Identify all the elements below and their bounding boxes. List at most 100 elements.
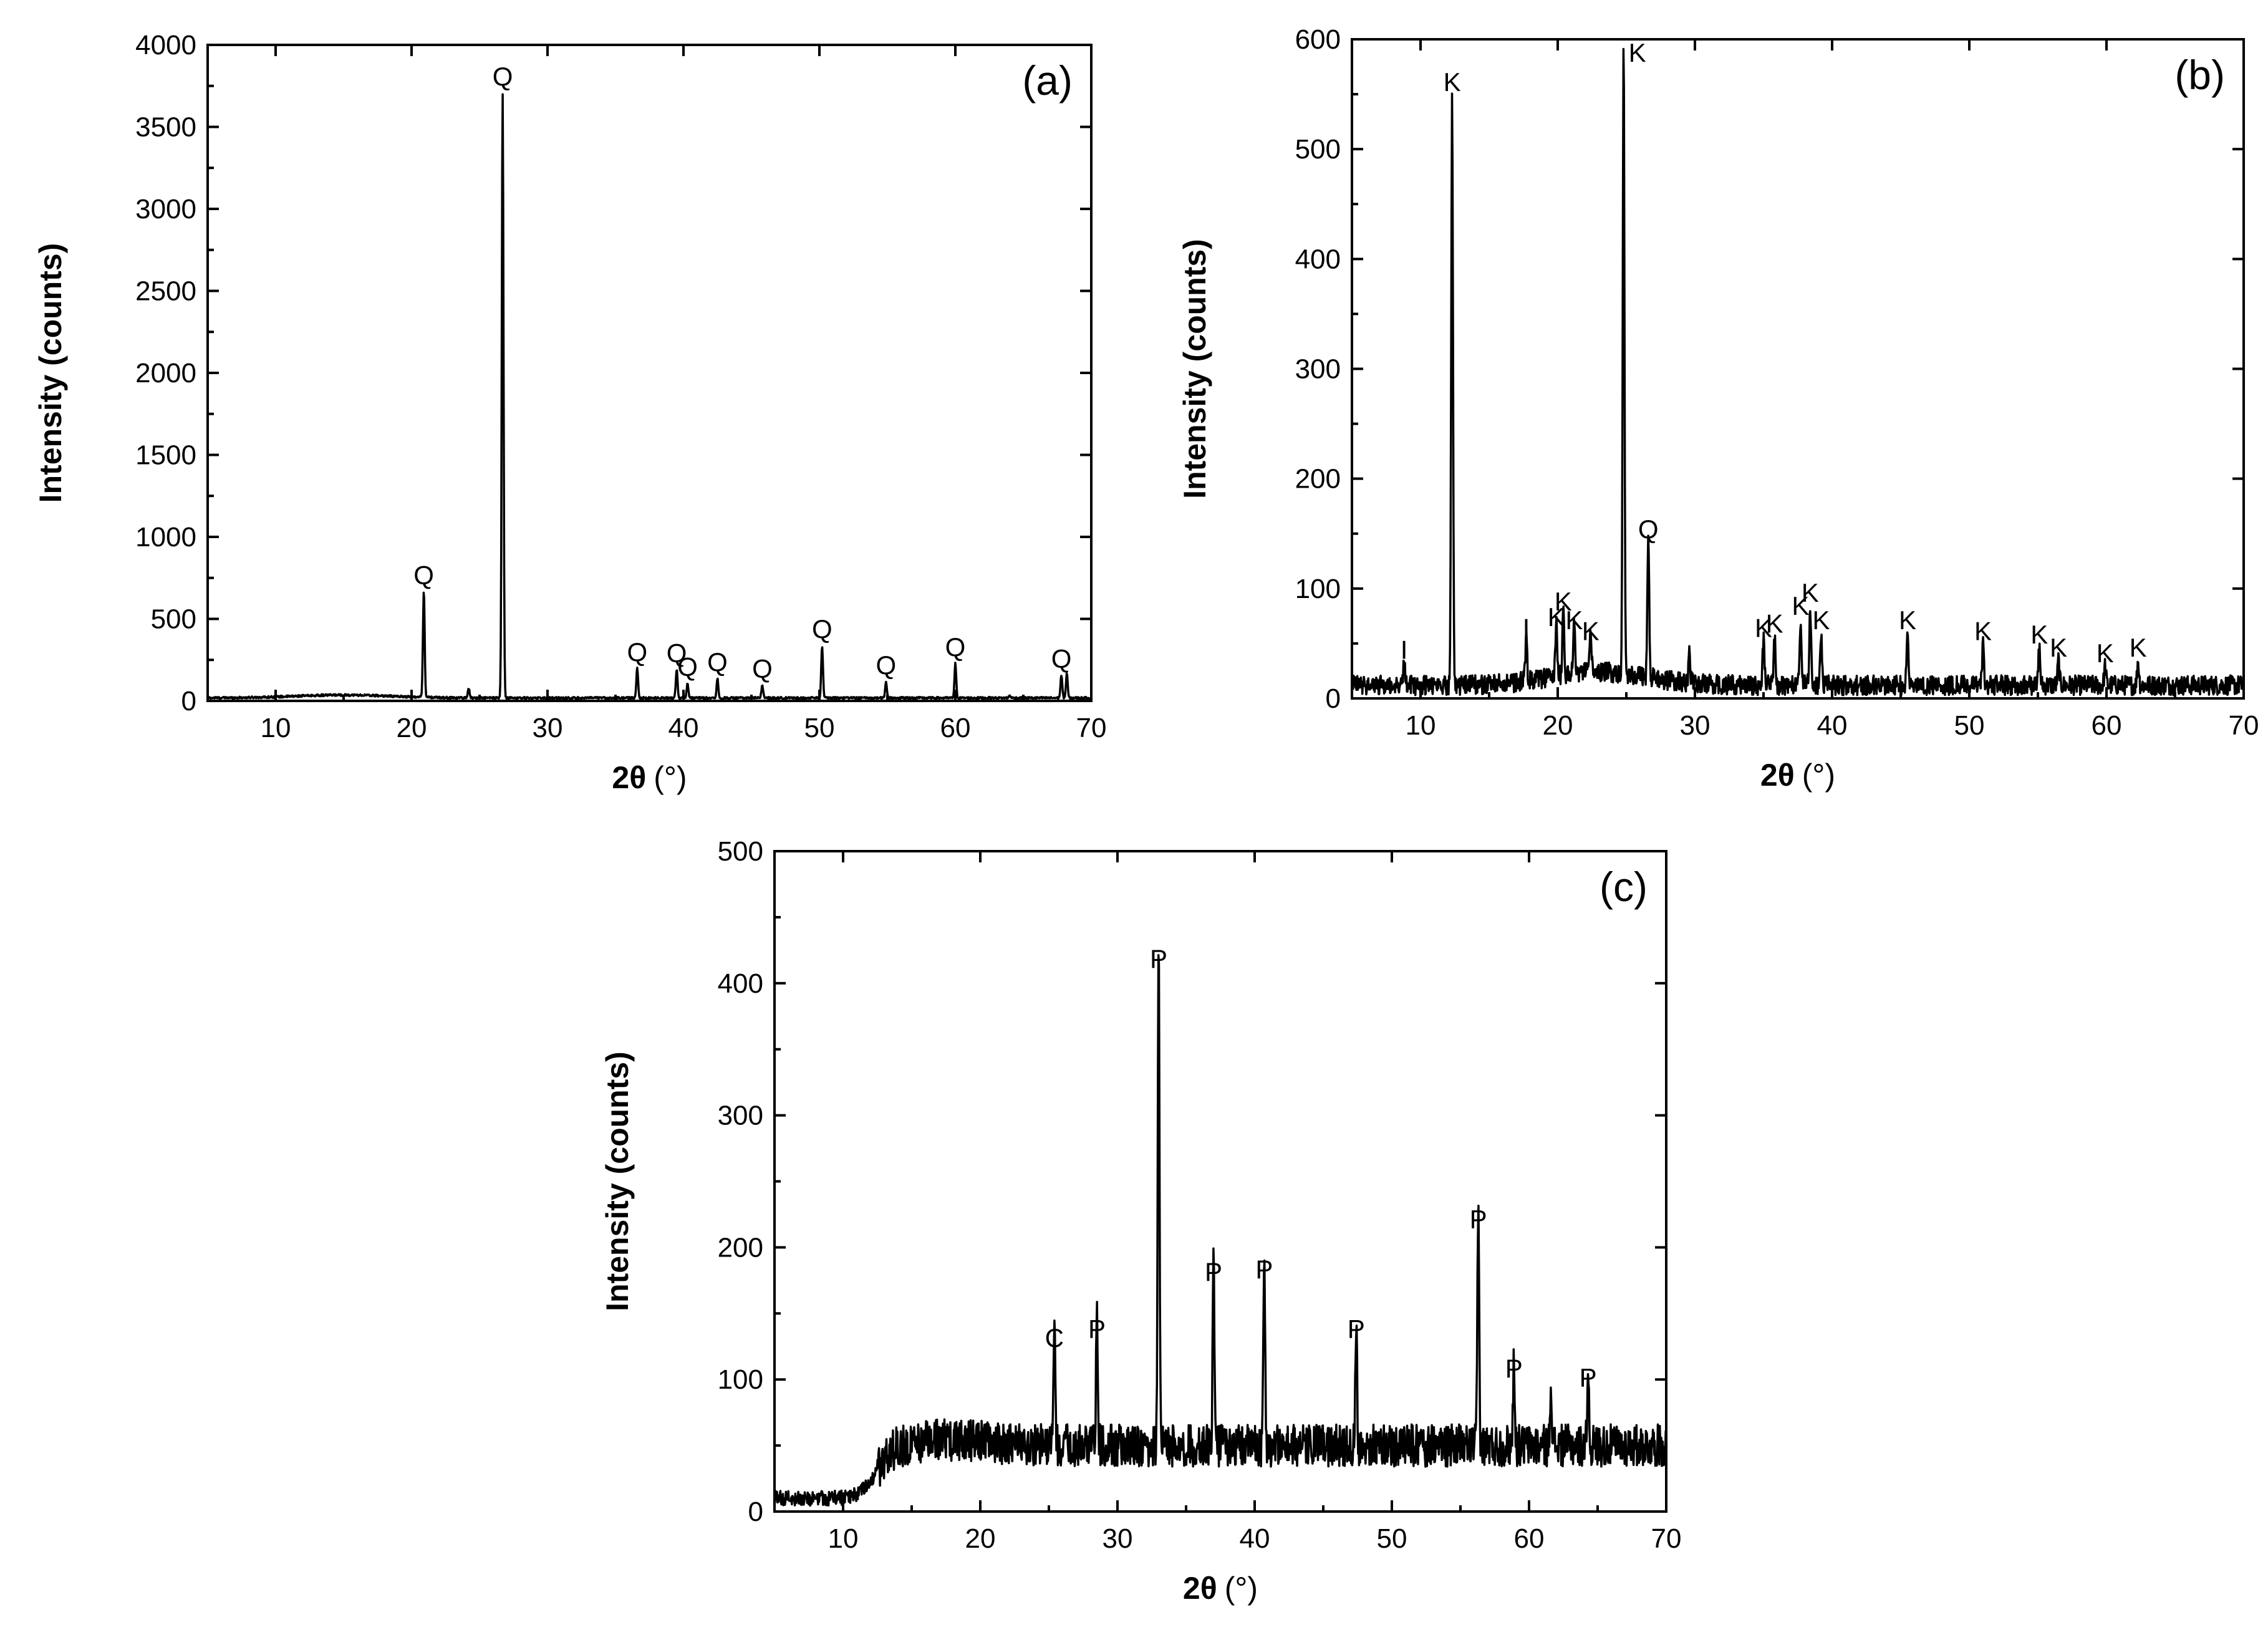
peak-label: K [1582,617,1600,646]
x-tick-label: 60 [940,713,971,743]
peak-label: K [1444,67,1461,97]
peak-label: K [1812,605,1830,635]
x-tick-label: 20 [1543,710,1573,741]
peak-label: K [1792,591,1809,620]
y-tick-label: 1500 [135,440,196,471]
peak-label: K [1766,609,1783,638]
x-axis-title-main: 2θ [1760,758,1795,793]
panel-tag: (b) [2174,52,2225,98]
peak-label: Q [812,614,832,644]
peak-label: Q [677,652,698,682]
y-tick-label: 0 [748,1497,763,1527]
x-tick-label: 30 [1103,1523,1133,1554]
panel-b: 10 20 30 40 50 60 70 0 100 200 300 400 500 600 2θ (°) In… [1177,24,2259,793]
x-tick-label: 20 [397,713,427,743]
panel-c: 10 20 30 40 50 60 70 0 100 200 300 400 500 2θ (°) Inten… [600,836,1681,1606]
peak-label: Q [413,560,434,589]
y-tick-label: 400 [718,968,763,999]
peak-label: Q [667,638,687,667]
x-axis-title-unit: (°) [1802,758,1835,793]
peak-label: P [1205,1257,1222,1286]
y-tick-label: 300 [718,1101,763,1131]
y-tick-label: 3000 [135,194,196,224]
peak-label: Q [945,632,966,662]
panel-tag: (a) [1022,57,1073,104]
y-axis-title: Intensity (counts) [1177,239,1212,499]
x-tick-label: 70 [1076,713,1107,743]
y-tick-label: 2500 [135,276,196,307]
y-tick-label: 500 [1295,134,1341,165]
x-tick-label: 30 [533,713,563,743]
y-tick-label: 0 [1326,683,1341,714]
x-tick-label: 40 [668,713,699,743]
x-tick-label: 50 [1954,710,1985,741]
x-axis-title: 2θ (°) [1183,1571,1258,1606]
x-tick-label: 40 [1240,1523,1270,1554]
peak-label: K [1565,605,1583,635]
y-tick-label: 600 [1295,24,1341,55]
x-tick-label: 40 [1817,710,1848,741]
peak-label: C [1045,1323,1064,1353]
x-tick-label: 30 [1680,710,1711,741]
y-tick-label: 1000 [135,522,196,552]
peak-label: K [1802,578,1819,607]
x-tick-label: 70 [2229,710,2259,741]
x-tick-label: 60 [2092,710,2122,741]
x-axis-title-unit: (°) [654,760,687,795]
y-tick-label: 400 [1295,244,1341,274]
x-tick-label: 10 [1406,710,1436,741]
y-tick-label: 500 [151,604,196,635]
peak-label: P [1255,1255,1273,1284]
x-tick-label: 10 [261,713,291,743]
peak-label: I [1401,635,1408,665]
y-axis-title: Intensity (counts) [600,1051,635,1311]
peak-label: K [1629,38,1646,67]
peak-label: P [1348,1314,1365,1343]
data-trace [773,953,1667,1507]
panel-a: 10 20 30 40 50 60 70 0 500 1000 1500 2000 2500 3000 35… [33,30,1106,795]
x-axis-title: 2θ (°) [1760,758,1835,793]
peak-label: K [2130,633,2147,662]
y-tick-label: 4000 [135,30,196,60]
plot-frame [773,850,1667,1513]
peak-label: P [1505,1354,1523,1383]
x-axis-title-unit: (°) [1225,1571,1258,1606]
peak-label: Q [707,647,728,677]
x-tick-label: 50 [804,713,835,743]
y-tick-label: 500 [718,836,763,867]
x-axis-title: 2θ (°) [612,760,687,795]
panel-tag: (c) [1600,864,1648,910]
peak-label: Q [876,650,896,680]
peak-label: K [2050,633,2067,662]
x-tick-label: 60 [1514,1523,1545,1554]
x-axis-title-main: 2θ [612,760,646,795]
peak-label: Q [1638,514,1659,544]
peak-label: K [2097,639,2114,668]
peak-label: P [1088,1314,1106,1343]
peak-label: K [2030,620,2048,649]
peak-label: Q [627,637,648,667]
peak-label: K [1974,617,1992,646]
y-tick-label: 100 [718,1364,763,1395]
y-tick-label: 300 [1295,354,1341,385]
data-trace [206,93,1093,700]
peak-label: K [1548,602,1565,632]
y-tick-label: 3500 [135,112,196,143]
peak-label: Q [493,62,513,91]
peak-label: Q [752,654,773,683]
data-trace [1351,47,2245,697]
peak-label: P [1150,944,1167,973]
peak-label: Q [1051,644,1072,673]
peak-label: P [1580,1363,1597,1392]
y-tick-label: 2000 [135,358,196,388]
y-tick-label: 200 [1295,464,1341,494]
peak-label: I [1523,613,1530,642]
y-tick-label: 200 [718,1232,763,1263]
x-tick-label: 70 [1651,1523,1682,1554]
peak-label: P [1470,1204,1487,1233]
peak-label: K [1755,613,1772,642]
x-tick-label: 50 [1377,1523,1407,1554]
x-axis-title-main: 2θ [1183,1571,1217,1606]
peak-label: K [1555,587,1572,616]
